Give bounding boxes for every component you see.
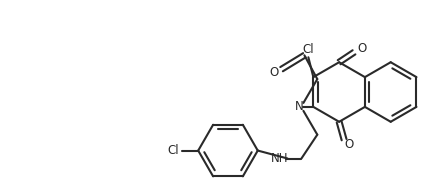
Text: Cl: Cl [303, 43, 314, 56]
Text: N: N [295, 100, 304, 113]
Text: O: O [269, 66, 278, 79]
Text: O: O [358, 42, 367, 55]
Text: NH: NH [271, 152, 288, 165]
Text: Cl: Cl [167, 144, 179, 157]
Text: O: O [344, 138, 354, 151]
